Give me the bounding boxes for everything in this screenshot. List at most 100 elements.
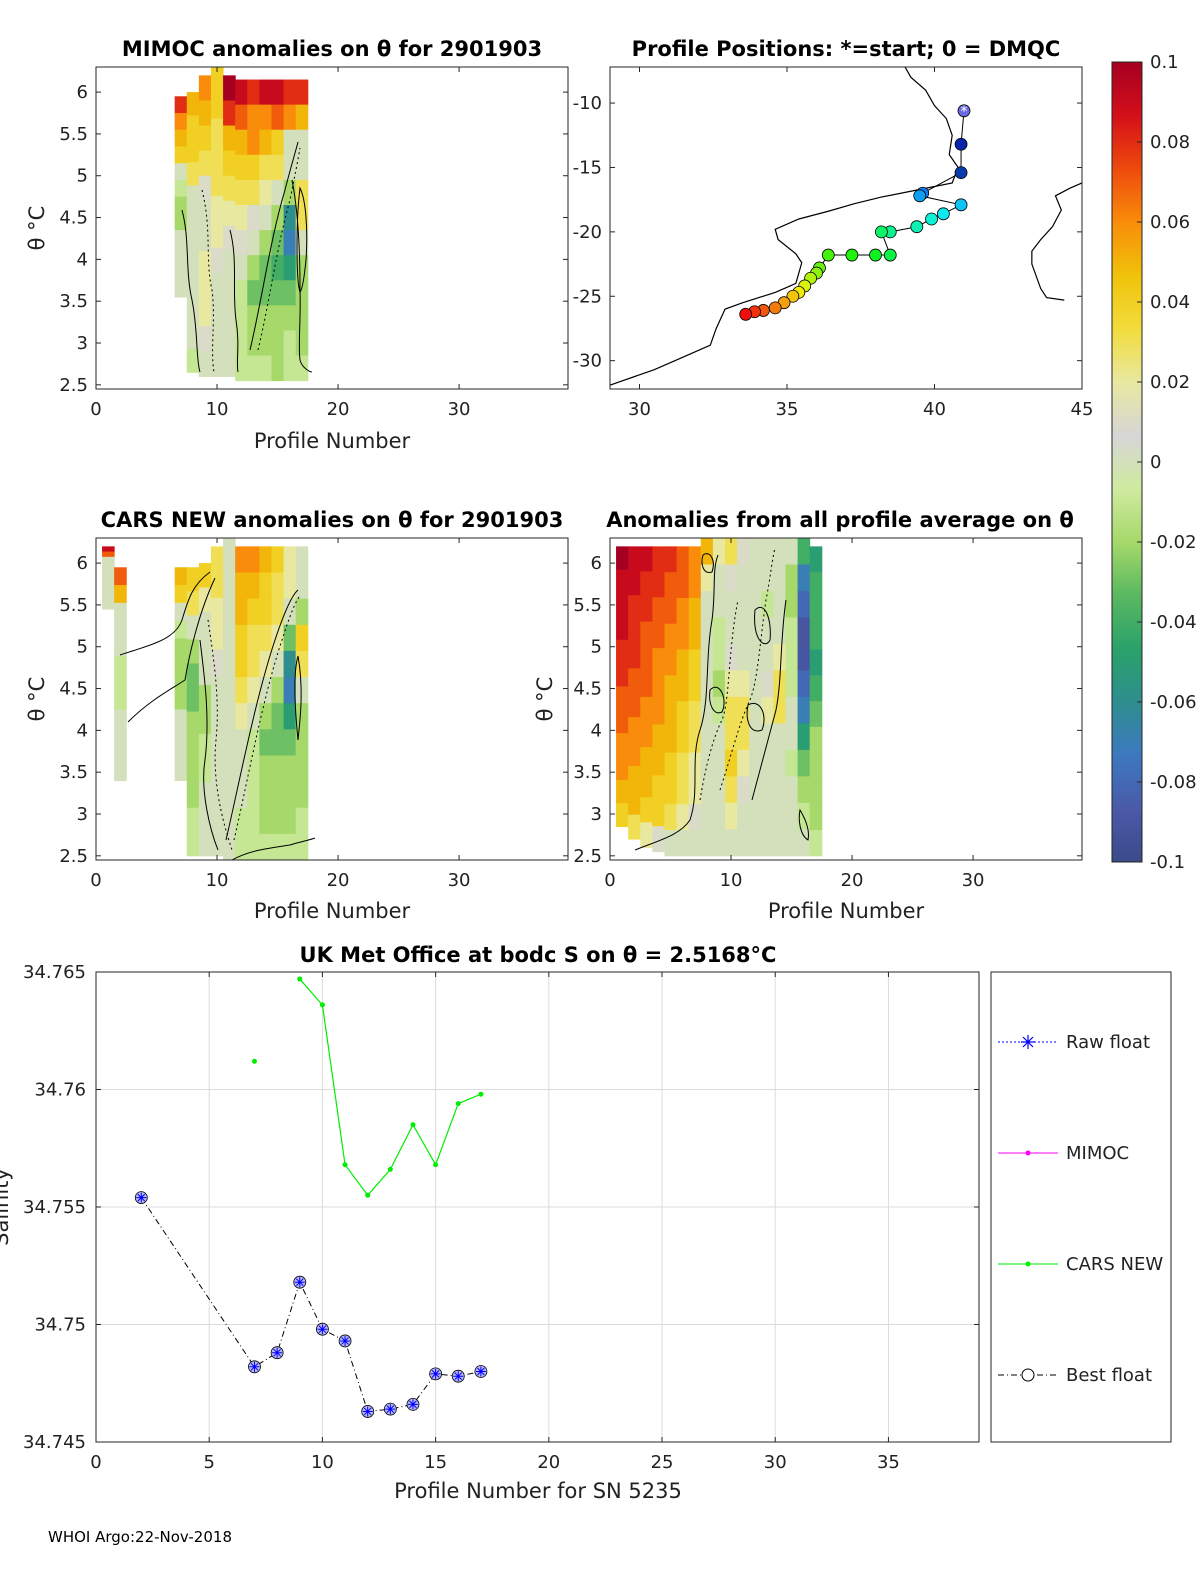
heatmap-cell <box>271 755 285 783</box>
heatmap-cell <box>271 355 285 382</box>
x-tick-label: 15 <box>424 1452 447 1473</box>
heatmap-cell <box>797 670 811 698</box>
profile-position-marker <box>954 166 968 180</box>
x-tick-label: 10 <box>206 399 229 420</box>
heatmap-cell <box>700 749 714 777</box>
raw-float-marker <box>136 1192 147 1203</box>
profile-position-marker <box>875 225 888 239</box>
heatmap-cell <box>198 733 212 759</box>
heatmap-cell <box>712 670 726 698</box>
heatmap-cell <box>652 571 665 598</box>
heatmap-cell <box>616 663 629 687</box>
heatmap-cell <box>283 755 297 783</box>
heatmap-cell <box>271 624 285 652</box>
heatmap-cell <box>797 776 811 804</box>
heatmap-cell <box>785 538 799 565</box>
heatmap-cell <box>223 301 236 327</box>
colorbar-tick-label: 0.08 <box>1150 132 1190 153</box>
y-tick-label: 5.5 <box>59 124 88 145</box>
heatmap-cell <box>235 179 248 206</box>
heatmap-cell <box>259 650 272 678</box>
heatmap-cell <box>223 351 236 377</box>
heatmap-cell <box>223 699 236 727</box>
heatmap-cell <box>235 129 248 156</box>
footer-stamp: WHOI Argo:22-Nov-2018 <box>48 1528 232 1546</box>
heatmap-cell <box>198 200 212 227</box>
heatmap-cell <box>761 829 774 857</box>
heatmap-cell <box>737 776 750 804</box>
heatmap-cell <box>174 727 188 746</box>
heatmap-cell <box>676 726 690 754</box>
heatmap-cell <box>223 725 236 754</box>
heatmap-cell <box>114 762 127 782</box>
heatmap-cell <box>652 673 665 700</box>
heatmap-cell <box>761 564 774 592</box>
heatmap-cell <box>186 115 200 140</box>
y-tick-label: 34.75 <box>34 1315 86 1336</box>
heatmap-cell <box>295 703 309 730</box>
heatmap-cell <box>616 709 629 734</box>
x-tick-label: 40 <box>923 399 946 420</box>
heatmap-cell <box>628 790 641 816</box>
heatmap-cell <box>259 255 272 281</box>
heatmap-cell <box>295 305 309 331</box>
y-tick-label: 34.765 <box>23 962 86 983</box>
heatmap-cell <box>223 752 236 780</box>
cars-xlabel: Profile Number <box>254 899 411 923</box>
heatmap-cell <box>676 804 690 831</box>
heatmap-cell <box>676 623 690 651</box>
allprofile-axes-box <box>609 537 1083 861</box>
heatmap-cell <box>785 670 799 698</box>
heatmap-cell <box>235 330 248 357</box>
heatmap-cell <box>223 806 236 834</box>
y-tick-label: 4.5 <box>59 679 88 700</box>
heatmap-cell <box>174 745 188 764</box>
heatmap-cell <box>102 603 115 610</box>
heatmap-cell <box>712 829 726 857</box>
heatmap-cell <box>676 597 690 625</box>
y-tick-label: 5.5 <box>573 595 602 616</box>
heatmap-cell <box>283 255 297 281</box>
heatmap-cell <box>749 538 762 565</box>
heatmap-cell <box>174 762 188 782</box>
heatmap-cell <box>210 170 224 197</box>
heatmap-cell <box>283 624 297 652</box>
heatmap-cell <box>174 691 188 710</box>
heatmap-cell <box>271 781 285 809</box>
positions-title: Profile Positions: *=start; 0 = DMQC <box>632 37 1061 61</box>
heatmap-cell <box>186 807 200 833</box>
heatmap-cell <box>259 755 272 783</box>
heatmap-cell <box>210 221 224 249</box>
heatmap-cell <box>773 643 786 671</box>
y-tick-label: -30 <box>573 351 602 372</box>
heatmap-cell <box>809 752 823 779</box>
heatmap-cell <box>628 595 641 621</box>
raw-float-marker <box>317 1324 328 1335</box>
heatmap-cell <box>198 301 212 327</box>
heatmap-cell <box>749 590 762 618</box>
cars-new-point <box>342 1162 348 1168</box>
heatmap-cell <box>809 572 823 599</box>
y-tick-label: -25 <box>573 286 602 307</box>
heatmap-cell <box>640 722 653 748</box>
y-tick-label: 5.5 <box>59 595 88 616</box>
heatmap-cell <box>223 100 236 127</box>
mimoc-panel: MIMOC anomalies on θ for 2901903 0 10 20 30… <box>25 37 569 453</box>
heatmap-cell <box>664 830 678 857</box>
mimoc-contours <box>181 141 313 373</box>
allprofile-contours <box>634 547 809 851</box>
heatmap-cell <box>235 833 248 860</box>
heatmap-cell <box>785 829 799 857</box>
best-float-line <box>140 1197 481 1412</box>
heatmap-cell <box>247 572 260 600</box>
raw-float-marker <box>430 1368 441 1379</box>
legend-label: MIMOC <box>1066 1143 1129 1164</box>
heatmap-cell <box>223 618 236 646</box>
x-tick-label: 5 <box>203 1452 214 1473</box>
heatmap-cell <box>198 709 212 735</box>
heatmap-cell <box>295 129 309 156</box>
heatmap-cell <box>283 546 297 573</box>
heatmap-cell <box>235 230 248 256</box>
heatmap-cell <box>198 150 212 177</box>
heatmap-cell <box>259 546 272 573</box>
